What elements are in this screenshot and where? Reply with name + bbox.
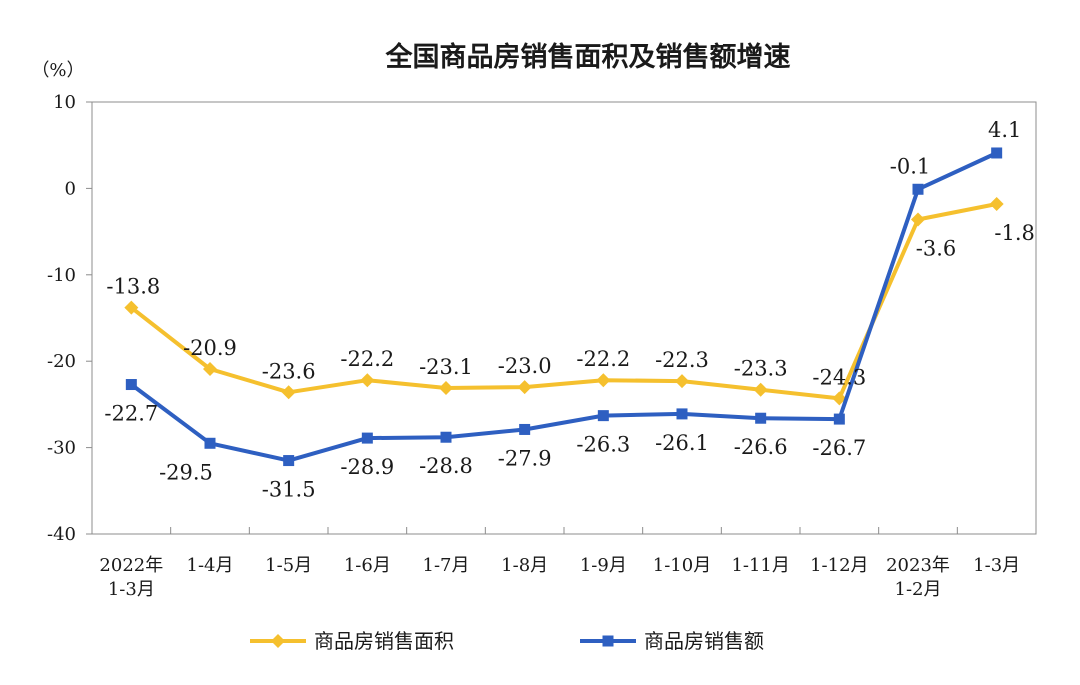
data-point-square (519, 423, 531, 435)
data-point-square (283, 455, 295, 467)
data-label-sales: -28.9 (340, 455, 394, 479)
data-label-area: -22.2 (576, 347, 630, 371)
chart-title: 全国商品房销售面积及销售额增速 (385, 41, 791, 73)
x-tick-label: 1-9月 (580, 555, 627, 576)
y-tick-label: -10 (47, 265, 76, 286)
data-label-sales: -26.1 (655, 431, 709, 455)
data-point-diamond (360, 373, 375, 388)
data-point-square (440, 431, 452, 443)
x-tick-label: 1-3月 (108, 579, 155, 600)
data-label-sales: -22.7 (104, 402, 158, 426)
data-point-diamond (911, 212, 925, 227)
data-label-area: -22.3 (655, 348, 709, 372)
data-label-sales: -28.8 (419, 454, 473, 478)
legend: 商品房销售面积 商品房销售额 (250, 629, 764, 653)
data-label-area: -23.3 (734, 357, 788, 381)
x-tick-label: 1-11月 (731, 555, 789, 576)
x-tick-label: 1-4月 (187, 555, 234, 576)
y-tick-label: -20 (47, 351, 76, 372)
data-point-diamond (989, 196, 1004, 211)
x-tick-label: 2022年 (99, 555, 163, 576)
data-label-sales: -26.6 (734, 435, 788, 459)
data-point-diamond (281, 385, 296, 400)
y-axis-unit: （%） (31, 60, 84, 81)
legend-label-2: 商品房销售额 (644, 629, 764, 653)
x-tick-label: 1-6月 (344, 555, 391, 576)
data-point-square (991, 147, 1003, 159)
x-tick-label: 1-10月 (653, 555, 711, 576)
x-tick-label: 1-8月 (501, 555, 548, 576)
y-tick-label: 10 (53, 92, 76, 113)
data-point-square (597, 410, 609, 422)
data-label-area: -24.3 (812, 365, 866, 389)
data-label-sales: -27.9 (498, 446, 552, 470)
data-label-sales: -0.1 (890, 154, 931, 178)
data-point-square (125, 379, 137, 391)
data-point-diamond (517, 380, 532, 395)
x-ticks: 2022年 1-3月 1-4月 1-5月 1-6月 1-7月 1-8月 1-9月 1-10月 1-… (99, 555, 1020, 600)
data-point-square (912, 183, 924, 195)
data-point-square (833, 413, 845, 425)
data-label-sales: -29.5 (159, 460, 213, 484)
x-tick-label: 1-3月 (973, 555, 1020, 576)
data-point-diamond (439, 380, 453, 395)
data-label-sales: -31.5 (262, 478, 316, 502)
series-lines (124, 147, 1004, 467)
data-label-area: -13.8 (106, 275, 160, 299)
axes (86, 101, 1037, 535)
x-tick-label: 1-2月 (895, 579, 942, 600)
data-label-sales: -26.3 (576, 433, 630, 457)
x-tick-label: 1-7月 (423, 555, 470, 576)
x-tick-label: 1-12月 (810, 555, 868, 576)
data-point-diamond (675, 374, 689, 389)
data-label-sales: -26.7 (812, 436, 866, 460)
legend-marker-square (602, 635, 614, 647)
data-point-square (361, 432, 373, 444)
data-point-diamond (203, 361, 217, 376)
data-label-sales: 4.1 (988, 118, 1021, 142)
y-tick-label: 0 (65, 178, 76, 199)
data-point-square (204, 437, 216, 449)
data-point-diamond (753, 382, 768, 397)
y-ticks: 10 0 -10 -20 -30 -40 (47, 92, 76, 545)
x-tick-label: 2023年 (886, 555, 950, 576)
data-point-diamond (124, 300, 139, 315)
data-point-square (676, 408, 688, 420)
data-label-area: -23.1 (419, 355, 473, 379)
data-label-area: -22.2 (340, 347, 394, 371)
data-labels: -13.8 -20.9 -23.6 -22.2 -23.1 -23.0 -22.2 -22.3… (104, 118, 1035, 502)
y-tick-label: -30 (47, 438, 76, 459)
legend-label-1: 商品房销售面积 (314, 629, 454, 653)
data-point-diamond (832, 391, 847, 406)
y-tick-label: -40 (47, 524, 76, 545)
legend-marker-diamond (271, 634, 285, 648)
series-line-1 (130, 202, 998, 401)
series-line-2 (130, 151, 998, 463)
data-label-area: -20.9 (183, 336, 237, 360)
data-label-area: -23.0 (498, 354, 552, 378)
data-label-area: -23.6 (262, 359, 316, 383)
x-tick-label: 1-5月 (265, 555, 312, 576)
data-point-square (755, 412, 767, 424)
data-point-diamond (596, 373, 611, 388)
data-label-area: -1.8 (994, 221, 1035, 245)
data-label-area: -3.6 (916, 237, 957, 261)
